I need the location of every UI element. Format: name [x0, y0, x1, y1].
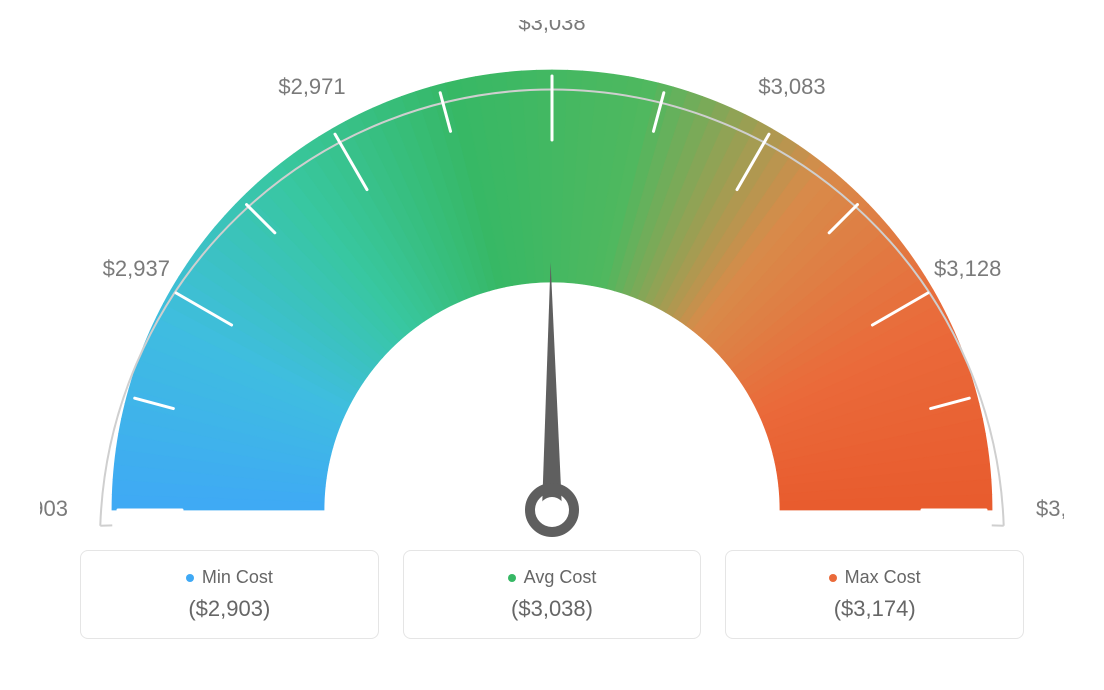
legend-min-value: ($2,903): [101, 596, 358, 622]
legend-min-label-text: Min Cost: [202, 567, 273, 587]
svg-text:$2,971: $2,971: [278, 74, 345, 99]
legend-card-avg: Avg Cost ($3,038): [403, 550, 702, 639]
legend-avg-dot: [508, 574, 516, 582]
legend-avg-label: Avg Cost: [424, 567, 681, 588]
legend-card-max: Max Cost ($3,174): [725, 550, 1024, 639]
gauge-chart: $2,903 $2,937 $2,971 $3,038 $3,083 $3,128 $3,1…: [40, 20, 1064, 550]
legend-min-label: Min Cost: [101, 567, 358, 588]
svg-text:$3,083: $3,083: [758, 74, 825, 99]
cost-gauge-widget: $2,903 $2,937 $2,971 $3,038 $3,083 $3,128 $3,1…: [0, 0, 1104, 690]
svg-text:$3,128: $3,128: [934, 256, 1001, 281]
legend-avg-value: ($3,038): [424, 596, 681, 622]
legend-avg-label-text: Avg Cost: [524, 567, 597, 587]
svg-text:$2,937: $2,937: [103, 256, 170, 281]
svg-text:$3,038: $3,038: [518, 20, 585, 35]
legend-max-dot: [829, 574, 837, 582]
svg-text:$3,174: $3,174: [1036, 496, 1064, 521]
legend-max-label-text: Max Cost: [845, 567, 921, 587]
gauge-svg: $2,903 $2,937 $2,971 $3,038 $3,083 $3,128 $3,1…: [40, 20, 1064, 550]
legend-min-dot: [186, 574, 194, 582]
legend-row: Min Cost ($2,903) Avg Cost ($3,038) Max …: [40, 550, 1064, 639]
legend-card-min: Min Cost ($2,903): [80, 550, 379, 639]
svg-text:$2,903: $2,903: [40, 496, 68, 521]
legend-max-label: Max Cost: [746, 567, 1003, 588]
legend-max-value: ($3,174): [746, 596, 1003, 622]
